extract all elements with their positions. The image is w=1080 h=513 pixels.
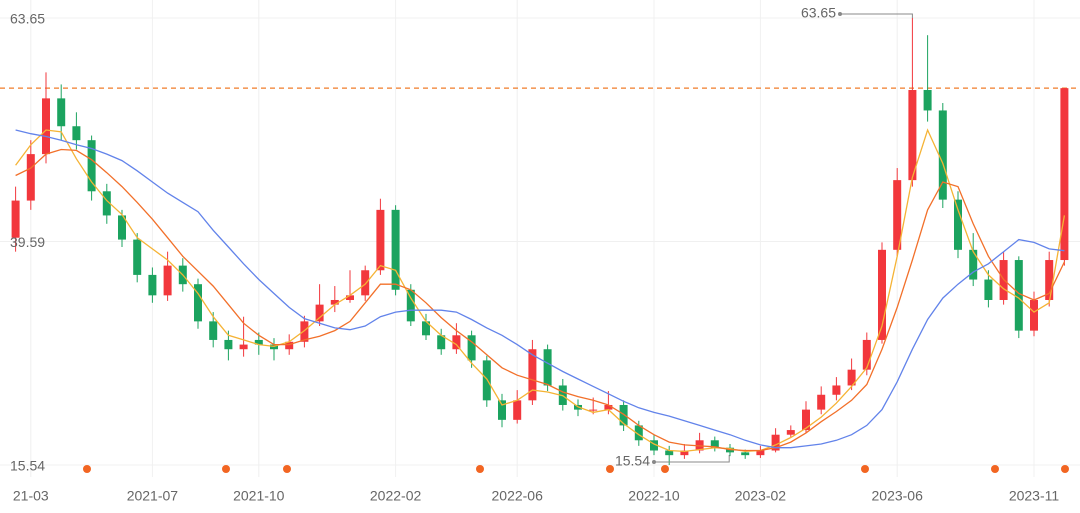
candle-body — [878, 249, 886, 340]
candle-body — [239, 344, 248, 350]
x-tick-label: 2023-06 — [872, 488, 924, 504]
candle-body — [224, 339, 233, 350]
candle-body — [361, 270, 370, 296]
x-tick-label: 21-03 — [13, 488, 49, 504]
candle-body — [300, 321, 309, 342]
x-tick-label: 2022-10 — [628, 488, 680, 504]
candle-body — [1014, 260, 1023, 331]
candle-body — [650, 440, 658, 451]
candle-body — [163, 265, 172, 296]
min-leader — [654, 455, 730, 463]
max-leader — [840, 13, 913, 18]
event-dot[interactable] — [661, 465, 669, 473]
candle-body — [604, 404, 613, 410]
event-dot[interactable] — [1061, 465, 1069, 473]
candle-body — [87, 140, 96, 192]
x-tick-label: 2023-11 — [1009, 488, 1060, 504]
candle-body — [391, 209, 400, 290]
candle-body — [710, 440, 719, 448]
candle-body — [619, 404, 628, 426]
candle-body — [741, 452, 750, 456]
candle-body — [133, 239, 142, 275]
candle-body — [498, 400, 506, 420]
event-dot[interactable] — [991, 465, 999, 473]
candle-body — [969, 249, 978, 280]
candle-body — [543, 349, 552, 386]
event-dot[interactable] — [222, 465, 230, 473]
candle-body — [528, 349, 537, 401]
event-dot[interactable] — [606, 465, 614, 473]
candle-body — [513, 400, 522, 420]
candle-body — [634, 425, 643, 441]
x-tick-label: 2021-10 — [233, 488, 285, 504]
candle-body — [254, 339, 263, 345]
event-markers — [83, 465, 1069, 473]
candle-body — [893, 180, 902, 250]
candle-body — [42, 98, 50, 155]
candle-body — [72, 126, 81, 141]
candle-body — [406, 289, 415, 322]
candle-body — [908, 90, 917, 181]
candle-body — [938, 110, 947, 200]
x-tick-label: 2021-07 — [127, 488, 179, 504]
event-dot[interactable] — [476, 465, 484, 473]
min-label: 15.54 — [615, 453, 650, 469]
event-dot[interactable] — [861, 465, 869, 473]
moving-average-line — [15, 128, 1066, 453]
max-label: 63.65 — [801, 5, 836, 21]
candle-body — [452, 335, 461, 350]
candle-body — [26, 154, 35, 201]
y-tick-label: 15.54 — [10, 458, 45, 474]
candle-body — [376, 209, 385, 271]
candle-body — [756, 450, 765, 456]
plot-area — [0, 12, 1080, 465]
candle-body — [1030, 299, 1038, 331]
candle-body — [346, 295, 354, 300]
candle-body — [786, 430, 795, 435]
candle-body — [194, 284, 202, 322]
candle-body — [862, 339, 871, 370]
candle-body — [118, 215, 126, 240]
moving-average-line — [15, 148, 1065, 452]
candle-body — [923, 90, 932, 111]
max-dot — [838, 12, 842, 16]
candle-body — [422, 321, 430, 336]
candle-body — [832, 385, 841, 395]
labels: 15.54 39.59 63.65 21-03 2021-07 2021-10 2022-0… — [10, 5, 1059, 504]
candle-body — [285, 341, 294, 350]
candle-body — [802, 409, 810, 431]
candle-body — [330, 299, 339, 305]
candle-body — [589, 409, 598, 411]
candle-body — [148, 274, 157, 296]
candle-body — [57, 98, 66, 127]
x-tick-label: 2022-06 — [492, 488, 544, 504]
event-dot[interactable] — [83, 465, 91, 473]
candle-body — [11, 200, 20, 238]
candle-body — [954, 199, 962, 250]
x-tick-label: 2022-02 — [370, 488, 422, 504]
candle-body — [467, 335, 476, 361]
candle-body — [984, 279, 993, 300]
candle-body — [847, 369, 856, 386]
candle-body — [1045, 260, 1054, 300]
candle-body — [771, 434, 780, 451]
candle-body — [209, 321, 218, 340]
candle-body — [315, 304, 324, 322]
event-dot[interactable] — [283, 465, 291, 473]
candle-body — [482, 360, 491, 401]
moving-average-line — [15, 129, 1065, 449]
candle-body — [102, 191, 111, 216]
candle-body — [680, 450, 689, 456]
candle-body — [817, 394, 826, 410]
y-tick-label: 39.59 — [10, 234, 45, 250]
grid — [0, 0, 1080, 477]
y-tick-label: 63.65 — [10, 11, 45, 27]
min-dot — [652, 460, 656, 464]
x-tick-label: 2023-02 — [735, 488, 787, 504]
candle-body — [665, 450, 674, 456]
candle-body — [437, 335, 446, 350]
candle-body — [1060, 88, 1069, 261]
